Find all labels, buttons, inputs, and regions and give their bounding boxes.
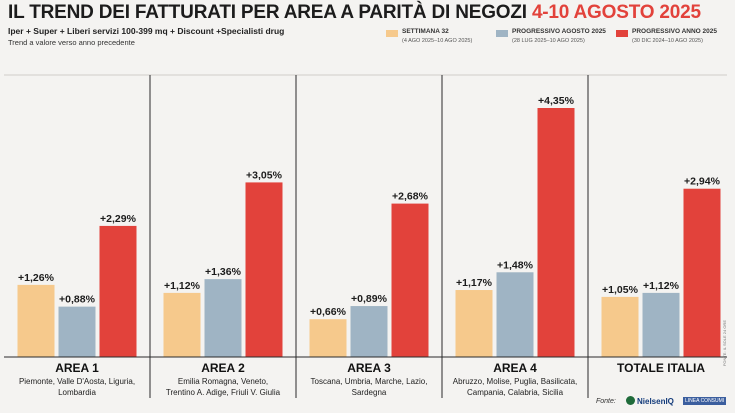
data-label: +0,89% bbox=[351, 293, 388, 305]
legend-label: PROGRESSIVO ANNO 2025 bbox=[632, 28, 718, 35]
legend-label: SETTIMANA 32 bbox=[402, 28, 449, 35]
credit-text: FONTE: IL SOLE 24 ORE bbox=[722, 320, 727, 367]
legend-sublabel: (28 LUG 2025–10 AGO 2025) bbox=[512, 38, 585, 44]
data-label: +0,66% bbox=[310, 306, 347, 318]
category-label: TOTALE ITALIA bbox=[617, 361, 705, 375]
bar bbox=[683, 188, 721, 357]
bar bbox=[99, 225, 137, 357]
bar bbox=[391, 203, 429, 357]
bar bbox=[350, 306, 388, 357]
bar bbox=[17, 284, 55, 357]
nielsen-dot-icon bbox=[626, 396, 635, 405]
category-regions: Toscana, Umbria, Marche, Lazio, bbox=[311, 377, 428, 386]
legend-swatch bbox=[386, 30, 398, 37]
category-regions: Abruzzo, Molise, Puglia, Basilicata, bbox=[453, 377, 578, 386]
data-label: +0,88% bbox=[59, 294, 96, 306]
legend-swatch bbox=[496, 30, 508, 37]
category-label: AREA 2 bbox=[201, 361, 245, 375]
linea-consumi-logo: LINEA CONSUMI bbox=[683, 397, 727, 405]
category-label: AREA 4 bbox=[493, 361, 537, 375]
bar bbox=[204, 279, 242, 357]
category-regions: Sardegna bbox=[352, 388, 387, 397]
category-regions: Trentino A. Adige, Friuli V. Giulia bbox=[166, 388, 281, 397]
category-regions: Piemonte, Valle D'Aosta, Liguria, bbox=[19, 377, 135, 386]
chart-subtitle: Iper + Super + Liberi servizi 100-399 mq… bbox=[8, 26, 285, 36]
chart-title: IL TREND DEI FATTURATI PER AREA A PARITÀ… bbox=[8, 2, 701, 24]
data-label: +4,35% bbox=[538, 95, 575, 107]
data-label: +2,29% bbox=[100, 213, 137, 225]
data-label: +1,12% bbox=[643, 280, 680, 292]
source-label: Fonte: bbox=[596, 398, 616, 405]
bar bbox=[245, 182, 283, 357]
data-label: +1,26% bbox=[18, 272, 55, 284]
legend-swatch bbox=[616, 30, 628, 37]
data-label: +3,05% bbox=[246, 169, 283, 181]
data-label: +1,48% bbox=[497, 259, 534, 271]
bar bbox=[601, 296, 639, 357]
source-name: NielsenIQ bbox=[637, 397, 674, 406]
bar bbox=[309, 319, 347, 357]
category-label: AREA 1 bbox=[55, 361, 99, 375]
data-label: +1,12% bbox=[164, 280, 201, 292]
category-label: AREA 3 bbox=[347, 361, 391, 375]
title-main: IL TREND DEI FATTURATI PER AREA A PARITÀ… bbox=[8, 2, 527, 23]
legend-label: PROGRESSIVO AGOSTO 2025 bbox=[512, 28, 606, 35]
title-period: 4-10 AGOSTO 2025 bbox=[531, 2, 701, 23]
category-regions: Emilia Romagna, Veneto, bbox=[178, 377, 268, 386]
bar bbox=[58, 306, 96, 357]
data-label: +1,17% bbox=[456, 277, 493, 289]
data-label: +2,68% bbox=[392, 191, 429, 203]
bar bbox=[455, 290, 493, 357]
chart-note: Trend a valore verso anno precedente bbox=[8, 38, 135, 47]
data-label: +1,36% bbox=[205, 266, 242, 278]
nielsen-logo: NielsenIQ bbox=[626, 396, 674, 406]
bar bbox=[163, 292, 201, 357]
bar bbox=[642, 292, 680, 357]
category-regions: Lombardia bbox=[58, 388, 96, 397]
category-regions: Campania, Calabria, Sicilia bbox=[467, 388, 564, 397]
bar bbox=[537, 108, 575, 357]
bar bbox=[496, 272, 534, 357]
legend-sublabel: (30 DIC 2024–10 AGO 2025) bbox=[632, 38, 703, 44]
legend-sublabel: (4 AGO 2025–10 AGO 2025) bbox=[402, 38, 473, 44]
data-label: +2,94% bbox=[684, 176, 721, 188]
data-label: +1,05% bbox=[602, 284, 639, 296]
